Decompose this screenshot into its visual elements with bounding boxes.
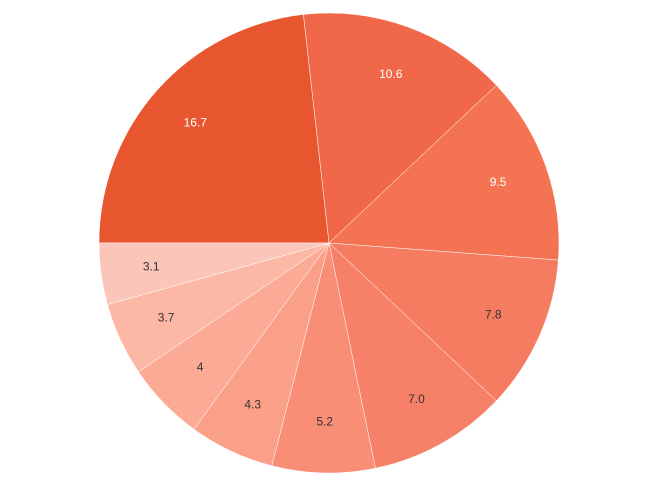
pie-slice — [98, 242, 330, 305]
pie-slice — [303, 12, 497, 244]
data-label: 5.2 — [316, 415, 333, 429]
data-label: 3.7 — [158, 310, 175, 324]
data-label: 9.5 — [490, 175, 507, 189]
pie-slice — [328, 242, 497, 469]
data-label: 7.8 — [485, 308, 502, 322]
data-label: 4 — [197, 360, 204, 374]
data-label: 7.0 — [408, 392, 425, 406]
pie-slice — [328, 84, 560, 261]
data-label: 3.1 — [143, 259, 160, 273]
pie-slice — [328, 242, 559, 402]
data-label: 10.6 — [379, 67, 403, 81]
data-label: 4.3 — [244, 398, 261, 412]
pie-slice — [98, 14, 330, 244]
pie-slice — [271, 242, 376, 474]
data-label: 16.7 — [184, 116, 208, 130]
